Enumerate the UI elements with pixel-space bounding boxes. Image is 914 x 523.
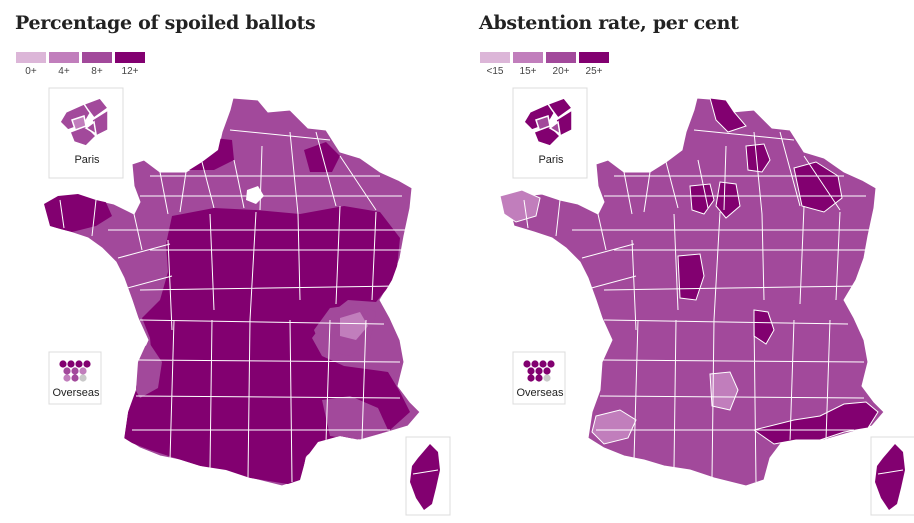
legend-label: 20+ xyxy=(552,66,570,77)
department-light-normandy xyxy=(499,189,541,223)
overseas-dot xyxy=(539,360,547,368)
department-light-gers xyxy=(591,409,637,445)
paris-label: Paris xyxy=(74,154,100,166)
overseas-dot xyxy=(523,360,531,368)
overseas-dots xyxy=(59,360,91,382)
legend-label: <15 xyxy=(486,66,504,77)
overseas-dot xyxy=(527,374,535,382)
overseas-dot xyxy=(63,374,71,382)
department-light-alps xyxy=(340,312,368,340)
overseas-dot xyxy=(71,374,79,382)
legend-item: 12+ xyxy=(115,52,145,77)
overseas-dot xyxy=(67,360,75,368)
overseas-dot xyxy=(535,367,543,375)
legend-item: 0+ xyxy=(16,52,46,77)
legend: 0+ 4+ 8+ 12+ xyxy=(16,52,145,77)
department-dark-nord xyxy=(709,97,747,133)
corsica-border xyxy=(877,469,904,475)
legend: <15 15+ 20+ 25+ xyxy=(480,52,609,77)
overseas-inset xyxy=(512,351,566,405)
corsica-island xyxy=(875,444,905,510)
legend-label: 4+ xyxy=(58,66,70,77)
overseas-dot xyxy=(535,374,543,382)
legend-swatch xyxy=(513,52,543,63)
france-map xyxy=(43,87,451,516)
legend-swatch xyxy=(115,52,145,63)
corsica-border xyxy=(412,469,439,475)
department-borders-clip xyxy=(523,129,874,483)
overseas-dot xyxy=(75,360,83,368)
legend-swatch xyxy=(16,52,46,63)
legend-label: 15+ xyxy=(519,66,537,77)
paris-department xyxy=(84,120,98,136)
paris-region-blank xyxy=(246,186,264,204)
legend-item: 4+ xyxy=(49,52,79,77)
department-dark-mediterranean xyxy=(752,401,879,445)
overseas-dot xyxy=(531,360,539,368)
overseas-dot xyxy=(79,374,87,382)
legend-label: 0+ xyxy=(25,66,37,77)
overseas-dot xyxy=(59,360,67,368)
legend-swatch xyxy=(82,52,112,63)
overseas-dot xyxy=(543,374,551,382)
legend-swatch xyxy=(546,52,576,63)
legend-label: 12+ xyxy=(121,66,139,77)
legend-item: 15+ xyxy=(513,52,543,77)
department-medium-provence xyxy=(322,396,388,440)
legend-item: <15 xyxy=(480,52,510,77)
overseas-label: Overseas xyxy=(516,387,564,399)
legend-swatch xyxy=(49,52,79,63)
department-light-cantal xyxy=(709,371,739,411)
overseas-dots xyxy=(523,360,555,382)
france-map-body xyxy=(499,97,885,487)
legend-label: 25+ xyxy=(585,66,603,77)
paris-label: Paris xyxy=(538,154,564,166)
overseas-dot xyxy=(543,367,551,375)
abstention-panel: Abstention rate, per cent <15 15+ 20+ 25… xyxy=(457,0,914,523)
overseas-label: Overseas xyxy=(52,387,100,399)
overseas-dot xyxy=(71,367,79,375)
france-map xyxy=(499,87,914,516)
corsica-island xyxy=(410,444,440,510)
paris-department xyxy=(82,97,110,120)
legend-item: 8+ xyxy=(82,52,112,77)
paris-map xyxy=(523,97,574,147)
overseas-dot xyxy=(527,367,535,375)
paris-map xyxy=(59,97,110,147)
legend-swatch xyxy=(480,52,510,63)
legend-item: 25+ xyxy=(579,52,609,77)
map-title: Percentage of spoiled ballots xyxy=(15,12,316,34)
department-borders xyxy=(59,129,410,483)
overseas-dot xyxy=(83,360,91,368)
department-dark-aisne xyxy=(745,143,771,173)
map-title: Abstention rate, per cent xyxy=(479,12,739,34)
overseas-dot xyxy=(547,360,555,368)
department-dark-marne xyxy=(304,142,340,172)
overseas-dot xyxy=(63,367,71,375)
department-dark-paris-east xyxy=(715,181,741,219)
department-dark-moselle xyxy=(793,161,843,213)
paris-department xyxy=(546,97,574,120)
legend-item: 20+ xyxy=(546,52,576,77)
legend-label: 8+ xyxy=(91,66,103,77)
paris-department xyxy=(548,120,562,136)
department-group xyxy=(44,129,410,486)
legend-swatch xyxy=(579,52,609,63)
overseas-dot xyxy=(79,367,87,375)
department-borders xyxy=(523,129,874,483)
spoiled-ballots-panel: Percentage of spoiled ballots 0+ 4+ 8+ 1… xyxy=(15,12,451,516)
paris-department xyxy=(533,125,562,147)
paris-department xyxy=(69,125,98,147)
